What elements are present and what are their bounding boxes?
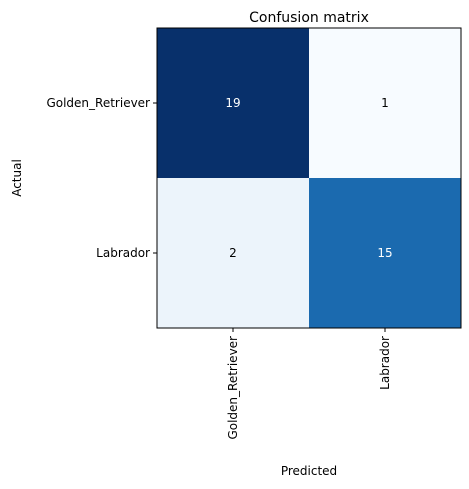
x-tick-label: Golden_Retriever	[226, 336, 240, 440]
chart-title: Confusion matrix	[249, 10, 369, 26]
y-axis-label: Actual	[10, 159, 24, 197]
axis-ticks: Golden_Retriever Labrador Golden_Retriever…	[46, 96, 392, 440]
heatmap-cell	[157, 28, 309, 178]
heatmap-cell	[309, 28, 461, 178]
heatmap-cells: 19 1 2 15	[157, 28, 461, 328]
plot-frame	[156, 27, 462, 329]
y-tick-label: Golden_Retriever	[46, 96, 150, 110]
y-tick-label: Labrador	[96, 246, 150, 260]
cell-value-label: 1	[381, 96, 389, 110]
cell-value-label: 15	[377, 246, 392, 260]
heatmap-cell	[309, 178, 461, 328]
cell-value-label: 19	[225, 96, 240, 110]
x-axis-label: Predicted	[281, 464, 337, 478]
cell-value-label: 2	[229, 246, 237, 260]
x-tick-label: Labrador	[378, 336, 392, 390]
heatmap-cell	[157, 178, 309, 328]
